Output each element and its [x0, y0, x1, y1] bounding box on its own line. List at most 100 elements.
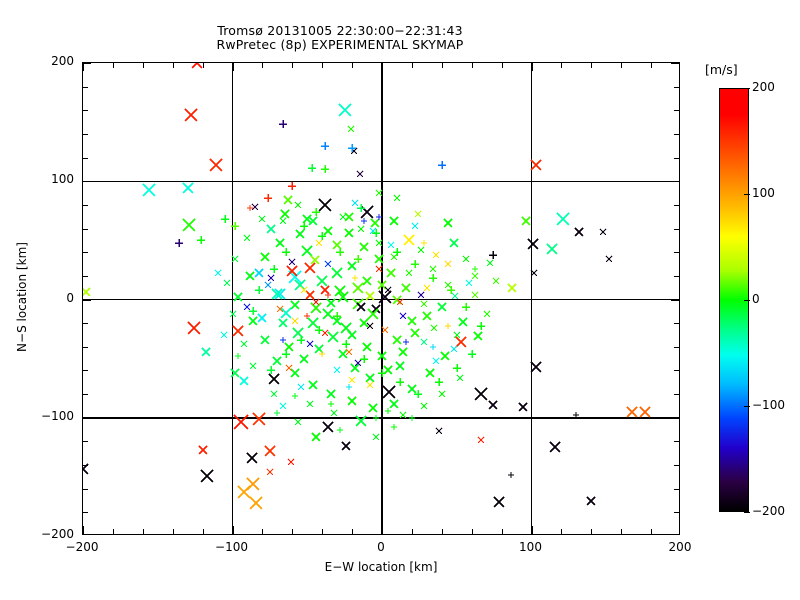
data-point-cross: [209, 158, 223, 172]
x-tick-label: 200: [668, 540, 692, 554]
colorbar-tick: [744, 88, 750, 89]
data-point-cross: [417, 246, 425, 254]
data-point-cross: [390, 253, 398, 261]
data-point-cross: [366, 322, 374, 329]
axis-tick-y: [674, 394, 679, 396]
axis-tick-x: [561, 63, 563, 68]
axis-tick-x: [292, 63, 294, 68]
data-point-cross: [348, 376, 356, 384]
data-point-cross: [420, 338, 428, 346]
data-point-cross: [483, 310, 491, 318]
gridline-vertical: [231, 63, 234, 534]
colorbar-tick-label: 200: [752, 80, 775, 94]
data-point-cross: [455, 336, 467, 348]
data-point-cross: [271, 288, 283, 300]
data-point-plus: [467, 349, 476, 358]
axis-tick-y: [83, 252, 88, 254]
data-point-cross: [399, 312, 407, 320]
data-point-cross: [414, 210, 422, 218]
data-point-plus: [452, 364, 461, 373]
data-point-cross: [407, 384, 417, 394]
data-point-plus: [402, 339, 409, 346]
data-point-cross: [605, 255, 613, 263]
data-point-cross: [549, 441, 561, 453]
data-point-cross: [200, 469, 214, 483]
data-point-cross: [639, 406, 651, 418]
data-point-cross: [362, 276, 372, 286]
data-point-cross: [266, 224, 276, 234]
data-point-cross: [443, 218, 453, 228]
data-point-cross: [182, 182, 194, 194]
data-point-cross: [438, 390, 446, 398]
y-tick-label: 100: [51, 172, 74, 187]
data-point-plus: [235, 353, 242, 360]
data-point-cross: [306, 340, 314, 348]
gridline-horizontal: [83, 417, 679, 419]
axis-tick-y: [83, 394, 88, 396]
axis-tick-y: [674, 110, 679, 112]
data-point-cross: [237, 485, 252, 499]
data-point-cross: [368, 403, 378, 413]
axis-tick-x: [561, 529, 563, 534]
axis-tick-y: [674, 204, 679, 206]
axis-tick-x: [591, 63, 593, 68]
data-point-plus: [325, 291, 332, 298]
colorbar-tick: [744, 194, 750, 195]
data-point-cross: [486, 259, 494, 267]
data-point-cross: [220, 331, 227, 339]
data-point-cross: [425, 368, 435, 378]
data-point-plus: [174, 238, 183, 247]
data-point-cross: [333, 367, 341, 374]
data-point-cross: [272, 356, 282, 366]
data-point-cross: [251, 203, 259, 211]
axis-tick-x: [202, 63, 204, 68]
data-point-cross: [338, 349, 348, 359]
data-point-cross: [260, 335, 270, 345]
axis-tick-y: [674, 512, 679, 514]
data-point-cross: [347, 125, 355, 133]
data-point-plus: [312, 207, 321, 216]
data-point-cross: [344, 228, 354, 238]
data-point-cross: [458, 317, 468, 327]
axis-tick-x: [262, 529, 264, 534]
data-point-cross: [356, 302, 366, 312]
data-point-cross: [382, 385, 397, 399]
data-point-plus: [282, 349, 291, 358]
axis-tick-y: [83, 488, 88, 490]
axis-tick-x: [382, 63, 383, 71]
data-point-cross: [477, 436, 485, 444]
data-point-cross: [530, 361, 542, 373]
data-point-cross: [456, 374, 464, 381]
data-point-cross: [288, 270, 302, 284]
y-tick-label: 200: [51, 54, 74, 68]
data-point-cross: [352, 282, 364, 294]
data-point-cross: [245, 271, 255, 281]
data-point-plus: [221, 215, 230, 224]
axis-tick-y: [83, 323, 88, 325]
data-point-cross: [223, 279, 230, 287]
data-point-plus: [361, 218, 368, 225]
axis-tick-y: [674, 441, 679, 443]
data-point-plus: [279, 120, 288, 129]
data-point-plus: [292, 393, 299, 400]
data-point-plus: [392, 248, 401, 257]
axis-tick-y: [674, 228, 679, 230]
data-point-cross: [365, 373, 375, 383]
axis-tick-x: [651, 529, 653, 534]
data-point-cross: [507, 283, 517, 293]
data-point-cross: [453, 331, 461, 339]
data-point-cross: [473, 331, 483, 341]
data-point-plus: [264, 193, 273, 202]
axis-tick-y: [674, 252, 679, 254]
x-axis-label: E−W location [km]: [324, 560, 438, 574]
data-point-cross: [372, 433, 380, 441]
data-point-cross: [527, 238, 539, 250]
data-point-cross: [423, 284, 431, 292]
data-point-cross: [316, 275, 328, 287]
data-point-cross: [422, 311, 432, 321]
data-point-cross: [369, 227, 377, 235]
data-point-cross: [366, 381, 374, 389]
data-point-cross: [381, 326, 389, 334]
data-point-plus: [357, 204, 366, 213]
axis-tick-y: [671, 63, 679, 64]
